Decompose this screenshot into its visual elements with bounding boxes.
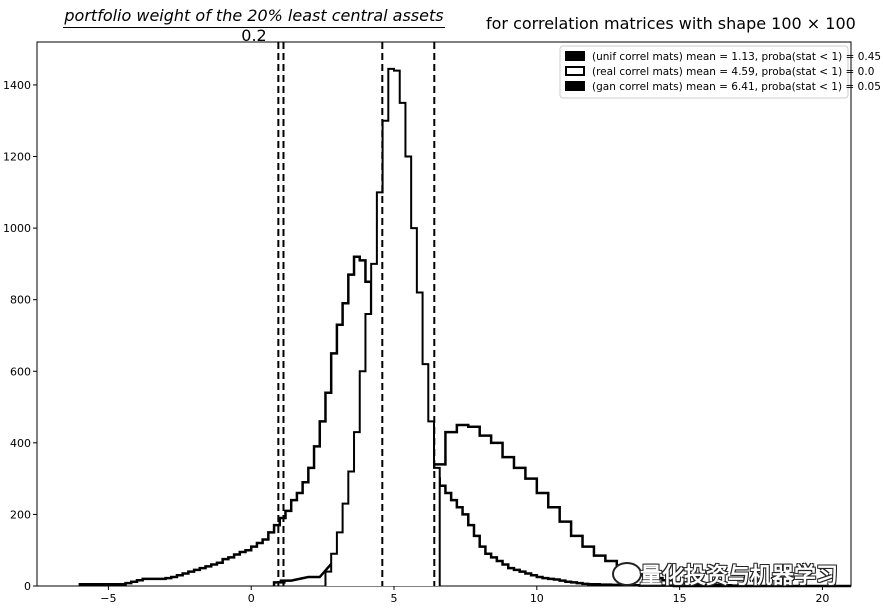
watermark: 量化投资与机器学习 <box>640 564 839 589</box>
x-tick-label: 5 <box>391 592 398 605</box>
x-tick-label: 10 <box>530 592 544 605</box>
legend-label: (gan correl mats) mean = 6.41, proba(sta… <box>592 81 881 93</box>
y-tick-label: 600 <box>10 365 31 378</box>
x-tick-label: 15 <box>673 592 687 605</box>
x-tick-label: 20 <box>815 592 829 605</box>
legend-swatch <box>565 51 585 61</box>
chart-title-right: for correlation matrices with shape 100 … <box>486 14 856 33</box>
chart-title: portfolio weight of the 20% least centra… <box>64 6 444 25</box>
legend-swatch <box>565 66 585 76</box>
x-tick-label: 0 <box>248 592 255 605</box>
y-tick-label: 400 <box>10 437 31 450</box>
y-tick-label: 1000 <box>3 222 31 235</box>
title-underline <box>63 27 445 28</box>
legend-box <box>559 45 849 99</box>
series-unif-histogram <box>78 255 851 588</box>
y-tick-label: 1200 <box>3 151 31 164</box>
axes-frame <box>36 41 852 587</box>
chart-subtitle: 0.2 <box>241 26 267 45</box>
y-tick-label: 0 <box>24 580 31 593</box>
legend-swatch <box>565 81 585 91</box>
wechat-icon <box>612 562 642 586</box>
legend-label: (real correl mats) mean = 4.59, proba(st… <box>592 66 874 78</box>
legend-label: (unif correl mats) mean = 1.13, proba(st… <box>592 51 881 63</box>
y-tick-label: 800 <box>10 294 31 307</box>
y-tick-label: 1400 <box>3 79 31 92</box>
x-tick-label: −5 <box>100 592 116 605</box>
y-tick-label: 200 <box>10 508 31 521</box>
